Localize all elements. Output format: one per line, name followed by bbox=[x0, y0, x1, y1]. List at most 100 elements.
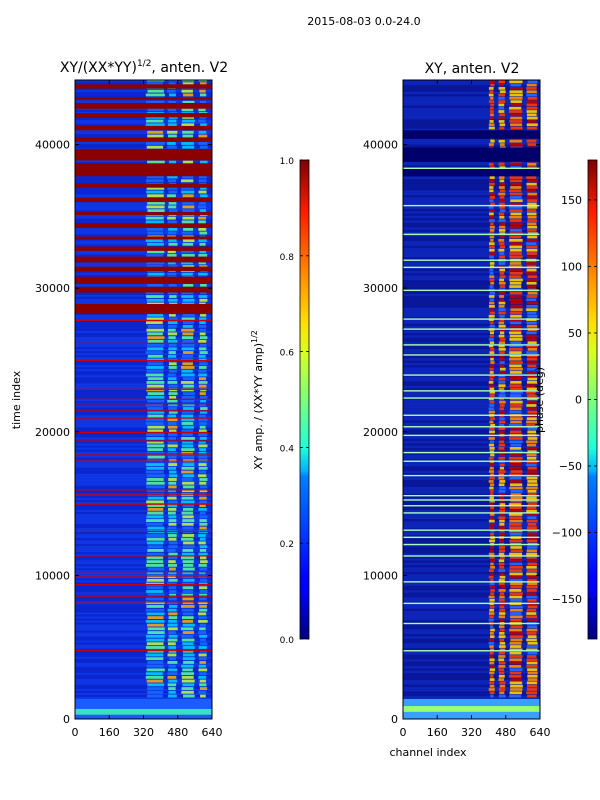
heat-blob bbox=[510, 390, 523, 394]
heat-row bbox=[403, 337, 540, 340]
heat-blob bbox=[488, 526, 495, 530]
heat-saturated-band bbox=[75, 236, 212, 240]
heat-blob bbox=[181, 220, 195, 224]
heat-blob bbox=[199, 145, 208, 149]
heat-blob bbox=[168, 634, 178, 638]
heat-blob bbox=[526, 499, 538, 503]
heat-row bbox=[403, 300, 540, 304]
heat-blob bbox=[168, 519, 177, 522]
heat-blob bbox=[499, 176, 505, 179]
heat-blob bbox=[168, 616, 178, 620]
heat-row bbox=[403, 475, 540, 478]
heat-blob bbox=[489, 450, 495, 454]
heat-row bbox=[403, 199, 540, 203]
heat-blob bbox=[498, 291, 505, 295]
heat-blob bbox=[181, 328, 195, 332]
heat-row bbox=[75, 244, 212, 247]
heat-blob bbox=[199, 522, 208, 526]
heat-row bbox=[403, 620, 540, 623]
heat-row bbox=[403, 188, 540, 191]
heat-blob bbox=[490, 532, 494, 536]
heat-blob bbox=[509, 417, 523, 421]
heat-blob bbox=[499, 519, 505, 523]
heat-blob bbox=[499, 532, 506, 536]
heat-blob bbox=[182, 201, 195, 205]
heat-blob bbox=[167, 291, 178, 295]
heat-row bbox=[75, 560, 212, 563]
heat-blob bbox=[198, 254, 208, 257]
heat-blob bbox=[145, 142, 165, 145]
heat-blob bbox=[498, 96, 505, 100]
heat-row bbox=[75, 696, 212, 699]
heat-blob bbox=[199, 209, 207, 213]
heat-blob bbox=[146, 694, 163, 698]
heat-blob bbox=[499, 509, 506, 513]
heat-blob bbox=[198, 646, 207, 649]
heat-row bbox=[75, 509, 212, 512]
heat-blob bbox=[488, 407, 494, 411]
heat-blob bbox=[147, 336, 165, 340]
heat-blob bbox=[181, 250, 194, 254]
heat-blob bbox=[168, 436, 176, 440]
heat-blob bbox=[181, 418, 195, 422]
heat-blob bbox=[489, 684, 495, 688]
heat-blob bbox=[499, 351, 505, 354]
heat-row bbox=[75, 146, 212, 149]
heat-blob bbox=[199, 489, 208, 493]
heat-blob bbox=[182, 642, 194, 646]
heat-blob bbox=[526, 242, 537, 245]
heat-blob bbox=[498, 489, 506, 493]
heat-blob bbox=[509, 275, 522, 279]
heat-blob bbox=[181, 522, 194, 526]
heat-row bbox=[75, 499, 212, 502]
heat-blob bbox=[498, 546, 506, 549]
heat-blob bbox=[490, 357, 494, 361]
heat-blob bbox=[509, 252, 522, 255]
heat-row bbox=[403, 376, 540, 379]
heat-blob bbox=[498, 549, 506, 553]
heat-row bbox=[403, 546, 540, 549]
heat-row bbox=[75, 337, 212, 340]
heat-blob bbox=[146, 612, 165, 616]
heat-blob bbox=[199, 336, 208, 340]
heat-blob bbox=[526, 324, 538, 328]
heat-flag-line bbox=[75, 388, 212, 390]
heat-row bbox=[75, 91, 212, 94]
heat-blob bbox=[181, 608, 194, 612]
heat-blob bbox=[168, 586, 177, 590]
heat-row bbox=[403, 503, 540, 506]
heat-row bbox=[75, 538, 212, 541]
heat-row bbox=[75, 379, 212, 382]
heat-blob bbox=[509, 589, 522, 592]
heat-row bbox=[403, 427, 540, 430]
heat-blob bbox=[489, 582, 495, 586]
heat-row bbox=[75, 455, 212, 458]
heat-blob bbox=[526, 447, 537, 450]
heat-flag-line bbox=[403, 602, 540, 605]
heat-flag-line bbox=[75, 319, 212, 322]
heat-flag-line bbox=[75, 431, 212, 434]
heat-blob bbox=[527, 579, 537, 582]
heat-blob bbox=[509, 522, 522, 526]
heat-blob bbox=[198, 474, 207, 478]
heat-blob bbox=[200, 343, 207, 347]
heat-blob bbox=[527, 450, 537, 454]
heat-blob bbox=[510, 179, 523, 183]
heat-blob bbox=[168, 679, 177, 683]
heat-row bbox=[75, 129, 212, 132]
heat-blob bbox=[167, 425, 178, 429]
heat-row bbox=[403, 514, 540, 517]
heat-saturated-band bbox=[75, 113, 212, 118]
heat-blob bbox=[490, 592, 495, 596]
heat-row bbox=[403, 477, 540, 481]
heat-blob bbox=[489, 182, 495, 186]
heat-blob bbox=[146, 190, 164, 194]
heat-row bbox=[403, 408, 540, 412]
heat-row bbox=[75, 250, 212, 253]
heat-blob bbox=[146, 380, 165, 384]
heat-row bbox=[75, 133, 212, 137]
heat-blob bbox=[181, 537, 194, 541]
heat-blob bbox=[510, 645, 522, 648]
heat-blob bbox=[526, 357, 538, 361]
heat-blob bbox=[198, 440, 206, 444]
